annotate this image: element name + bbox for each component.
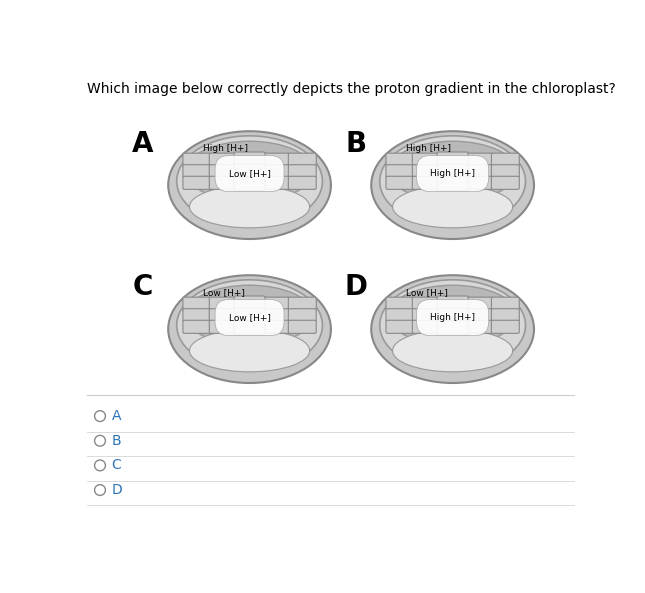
FancyBboxPatch shape [288,176,316,189]
FancyBboxPatch shape [491,309,519,322]
FancyBboxPatch shape [183,153,211,166]
FancyBboxPatch shape [209,153,237,166]
Text: A: A [132,130,154,158]
Text: C: C [132,273,153,301]
FancyBboxPatch shape [437,152,468,166]
FancyBboxPatch shape [465,320,493,333]
FancyBboxPatch shape [465,153,493,166]
FancyBboxPatch shape [183,309,211,322]
Text: High [H+]: High [H+] [406,144,451,152]
FancyBboxPatch shape [386,153,414,166]
Circle shape [95,460,105,471]
FancyBboxPatch shape [491,176,519,189]
Ellipse shape [168,275,331,383]
Ellipse shape [190,186,310,228]
FancyBboxPatch shape [437,296,468,310]
Text: High [H+]: High [H+] [203,144,248,152]
FancyBboxPatch shape [386,320,414,333]
Ellipse shape [380,136,526,227]
FancyBboxPatch shape [183,297,211,310]
FancyBboxPatch shape [491,153,519,166]
Ellipse shape [186,141,313,201]
FancyBboxPatch shape [386,165,414,178]
FancyBboxPatch shape [288,297,316,310]
Ellipse shape [177,136,322,227]
Ellipse shape [372,275,534,383]
FancyBboxPatch shape [386,309,414,322]
FancyBboxPatch shape [437,164,468,178]
Text: B: B [112,433,121,448]
FancyBboxPatch shape [262,176,290,189]
FancyBboxPatch shape [209,309,237,322]
FancyBboxPatch shape [437,321,468,334]
FancyBboxPatch shape [209,320,237,333]
FancyBboxPatch shape [234,308,265,322]
FancyBboxPatch shape [183,320,211,333]
Text: D: D [112,483,123,497]
FancyBboxPatch shape [491,165,519,178]
FancyBboxPatch shape [209,165,237,178]
FancyBboxPatch shape [412,309,441,322]
Ellipse shape [168,131,331,239]
FancyBboxPatch shape [491,320,519,333]
FancyBboxPatch shape [262,153,290,166]
Text: Which image below correctly depicts the proton gradient in the chloroplast?: Which image below correctly depicts the … [87,82,615,96]
Circle shape [95,435,105,446]
Ellipse shape [186,285,313,345]
Ellipse shape [389,141,517,201]
Ellipse shape [372,131,534,239]
FancyBboxPatch shape [465,176,493,189]
Ellipse shape [389,285,517,345]
FancyBboxPatch shape [262,309,290,322]
FancyBboxPatch shape [465,297,493,310]
FancyBboxPatch shape [262,297,290,310]
Text: A: A [112,409,121,423]
Ellipse shape [380,280,526,371]
FancyBboxPatch shape [412,176,441,189]
Ellipse shape [190,330,310,372]
FancyBboxPatch shape [465,165,493,178]
FancyBboxPatch shape [288,153,316,166]
FancyBboxPatch shape [234,152,265,166]
FancyBboxPatch shape [209,176,237,189]
FancyBboxPatch shape [288,165,316,178]
FancyBboxPatch shape [491,297,519,310]
FancyBboxPatch shape [183,165,211,178]
FancyBboxPatch shape [262,320,290,333]
Text: High [H+]: High [H+] [430,169,475,178]
FancyBboxPatch shape [437,177,468,190]
FancyBboxPatch shape [209,297,237,310]
FancyBboxPatch shape [412,153,441,166]
Ellipse shape [177,280,322,371]
FancyBboxPatch shape [234,321,265,334]
Ellipse shape [393,330,513,372]
FancyBboxPatch shape [288,320,316,333]
FancyBboxPatch shape [412,320,441,333]
FancyBboxPatch shape [288,309,316,322]
Text: Low [H+]: Low [H+] [203,288,245,296]
FancyBboxPatch shape [234,164,265,178]
FancyBboxPatch shape [412,297,441,310]
FancyBboxPatch shape [183,176,211,189]
FancyBboxPatch shape [234,296,265,310]
FancyBboxPatch shape [234,177,265,190]
Text: High [H+]: High [H+] [430,313,475,322]
Circle shape [95,411,105,422]
Text: C: C [112,458,121,473]
Text: Low [H+]: Low [H+] [228,169,270,178]
FancyBboxPatch shape [437,308,468,322]
Ellipse shape [393,186,513,228]
FancyBboxPatch shape [262,165,290,178]
Text: Low [H+]: Low [H+] [228,313,270,322]
FancyBboxPatch shape [465,309,493,322]
Text: D: D [344,273,367,301]
Text: Low [H+]: Low [H+] [406,288,448,296]
FancyBboxPatch shape [412,165,441,178]
Text: B: B [345,130,366,158]
FancyBboxPatch shape [386,176,414,189]
FancyBboxPatch shape [386,297,414,310]
Circle shape [95,484,105,495]
